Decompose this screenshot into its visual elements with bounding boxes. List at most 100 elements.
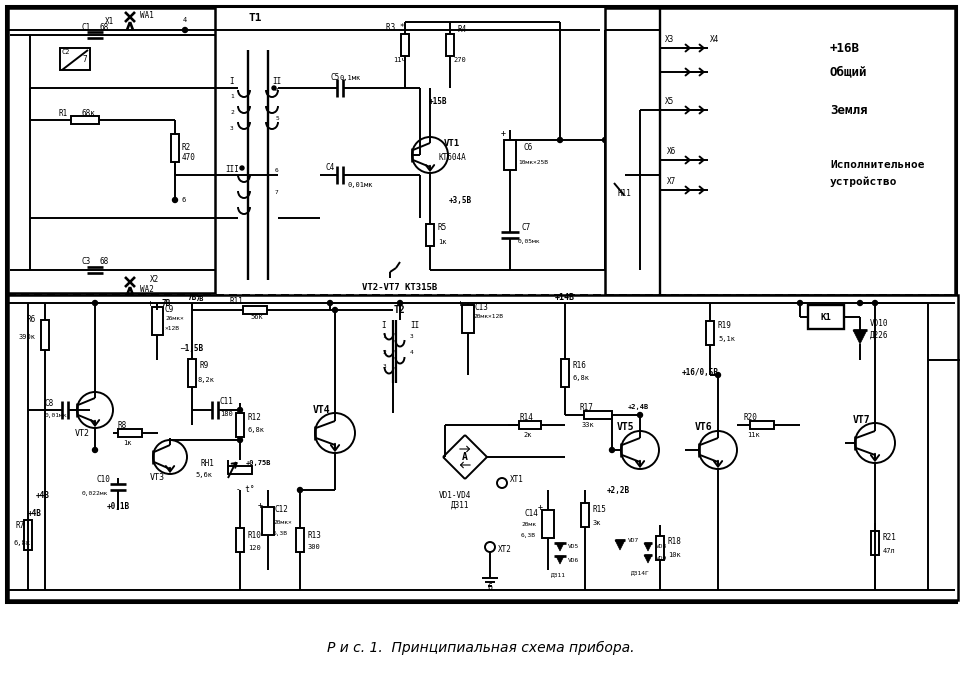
- Text: 0,01мк: 0,01мк: [45, 412, 67, 418]
- Circle shape: [609, 447, 614, 452]
- Text: C9: C9: [165, 305, 174, 313]
- Text: R8: R8: [118, 420, 127, 429]
- Text: R10: R10: [248, 531, 261, 540]
- Circle shape: [854, 423, 894, 463]
- Text: 1к: 1к: [123, 440, 132, 446]
- Text: WA2: WA2: [140, 286, 154, 294]
- Bar: [750, 421, 774, 429]
- Circle shape: [557, 137, 562, 142]
- Text: VT6: VT6: [695, 422, 712, 432]
- Bar: [6, 6, 955, 602]
- Text: R19: R19: [717, 320, 731, 330]
- Text: Н11: Н11: [617, 188, 631, 198]
- Polygon shape: [852, 330, 866, 344]
- Circle shape: [602, 137, 606, 142]
- Text: ─1,5В: ─1,5В: [181, 345, 204, 353]
- Text: 120: 120: [248, 545, 260, 551]
- Bar: [60, 48, 90, 70]
- Text: 0,05мк: 0,05мк: [517, 240, 540, 244]
- Text: C10: C10: [96, 475, 110, 485]
- Text: C13: C13: [475, 303, 488, 311]
- Text: 3: 3: [230, 125, 234, 131]
- Text: 7: 7: [83, 55, 87, 64]
- Text: X2: X2: [150, 276, 160, 284]
- Text: VT2: VT2: [74, 429, 89, 437]
- Bar: [426, 224, 433, 246]
- Text: R1: R1: [59, 108, 68, 118]
- Text: 20мк: 20мк: [521, 523, 535, 527]
- Text: +: +: [147, 299, 153, 307]
- Circle shape: [92, 301, 97, 305]
- Text: C5: C5: [330, 74, 339, 83]
- Text: 3: 3: [409, 334, 413, 339]
- Text: 7В: 7В: [187, 294, 196, 303]
- Text: VD8: VD8: [655, 544, 667, 550]
- Circle shape: [856, 301, 862, 305]
- Circle shape: [172, 198, 178, 202]
- Circle shape: [272, 86, 276, 90]
- Bar: [519, 421, 540, 429]
- Text: Х7: Х7: [667, 177, 676, 186]
- Text: 7: 7: [275, 190, 279, 194]
- Text: Д314Г: Д314Г: [630, 571, 649, 575]
- Text: 0,01мк: 0,01мк: [347, 182, 372, 188]
- Bar: [583, 411, 611, 419]
- Text: R6: R6: [27, 315, 36, 324]
- Text: 6: 6: [487, 582, 492, 592]
- Text: 470: 470: [182, 154, 196, 162]
- Text: R21: R21: [882, 533, 896, 542]
- Text: R15: R15: [592, 506, 606, 515]
- Text: - t°: - t°: [235, 485, 254, 494]
- Circle shape: [237, 437, 242, 443]
- Circle shape: [333, 307, 337, 313]
- Text: Х6: Х6: [667, 148, 676, 156]
- Circle shape: [77, 392, 112, 428]
- Text: +2,2В: +2,2В: [605, 485, 628, 494]
- Text: +: +: [258, 500, 262, 510]
- Text: VT4: VT4: [313, 405, 331, 415]
- Text: 20мк×: 20мк×: [273, 521, 291, 525]
- Text: Д311: Д311: [451, 500, 469, 510]
- Circle shape: [411, 137, 448, 173]
- Text: X1: X1: [106, 18, 114, 26]
- Text: КТ604А: КТ604А: [437, 152, 465, 162]
- Circle shape: [621, 431, 658, 469]
- Text: T2: T2: [394, 305, 406, 315]
- Text: XT2: XT2: [498, 546, 511, 554]
- Text: R2: R2: [182, 144, 191, 152]
- Text: R17: R17: [579, 403, 592, 412]
- Bar: [228, 466, 252, 474]
- Text: WA1: WA1: [140, 12, 154, 20]
- Text: 4: 4: [275, 87, 279, 93]
- Text: +15В: +15В: [429, 97, 447, 106]
- Text: 4: 4: [183, 17, 187, 23]
- Text: 68: 68: [99, 257, 109, 267]
- Text: 68: 68: [99, 22, 109, 32]
- Bar: [560, 359, 568, 387]
- Text: C7: C7: [522, 223, 530, 232]
- Text: Х3: Х3: [665, 35, 674, 45]
- Text: 4: 4: [409, 351, 413, 355]
- Text: 6: 6: [275, 167, 279, 173]
- Text: III: III: [225, 165, 238, 175]
- Text: 7В: 7В: [161, 299, 171, 307]
- Text: VD6: VD6: [567, 557, 579, 563]
- Text: 56к: 56к: [250, 314, 262, 320]
- Text: RH1: RH1: [200, 458, 213, 468]
- Text: 33к: 33к: [581, 422, 594, 428]
- Text: Общий: Общий: [829, 66, 867, 79]
- Text: I: I: [381, 320, 385, 330]
- Text: +: +: [457, 299, 462, 307]
- Text: VT1: VT1: [443, 139, 459, 148]
- Text: R11: R11: [230, 297, 244, 307]
- Text: 2к: 2к: [523, 432, 531, 438]
- Circle shape: [699, 431, 736, 469]
- Text: C3: C3: [82, 257, 91, 267]
- Bar: [580, 503, 588, 527]
- Text: C8: C8: [45, 399, 54, 408]
- Text: +: +: [500, 129, 505, 137]
- Text: VT3: VT3: [149, 473, 164, 483]
- Text: +: +: [537, 504, 542, 512]
- Text: +4В: +4В: [28, 508, 42, 517]
- Text: Д311: Д311: [550, 573, 565, 577]
